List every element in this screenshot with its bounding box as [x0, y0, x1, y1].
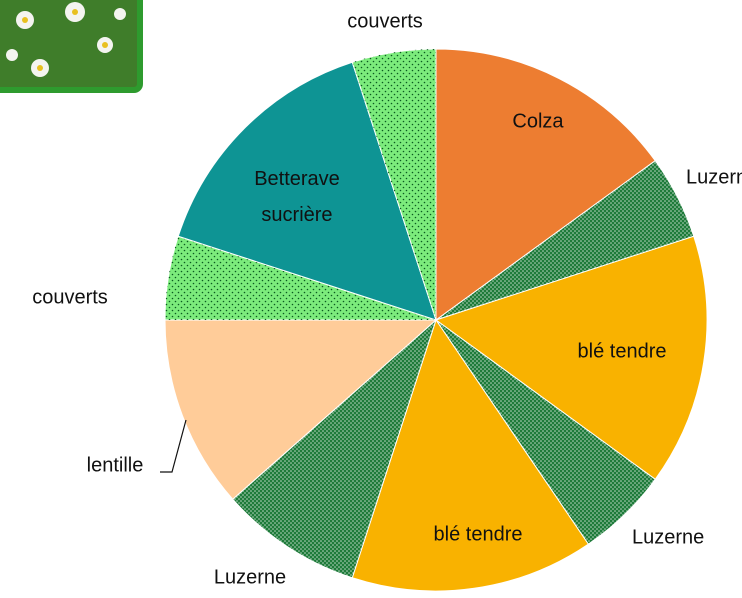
pie — [164, 48, 708, 592]
slice-label: blé tendre — [578, 340, 667, 362]
slice-label: Luzerne — [686, 166, 742, 188]
slice-label: couverts — [32, 286, 108, 308]
slice-label: Luzerne — [632, 526, 704, 548]
slice-label: couverts — [347, 10, 423, 32]
labels: Colza Luzerne blé tendre Luzerne blé tendre L… — [32, 10, 742, 588]
pie-slice — [164, 319, 438, 500]
slice-label: Luzerne — [214, 566, 286, 588]
slice-label: blé tendre — [434, 523, 523, 545]
slice-label: Betterave sucrière — [254, 168, 340, 226]
slice-label: lentille — [87, 454, 144, 476]
flower-image — [0, 0, 143, 93]
leader-line — [160, 419, 187, 473]
slice-label: Colza — [512, 110, 564, 132]
